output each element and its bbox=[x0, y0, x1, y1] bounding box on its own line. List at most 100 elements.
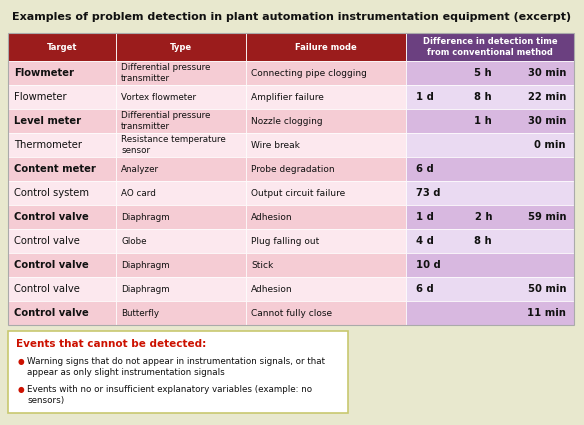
Bar bbox=[116, 301, 246, 325]
Bar bbox=[116, 205, 246, 229]
Text: Control system: Control system bbox=[14, 188, 89, 198]
Bar bbox=[8, 109, 116, 133]
Bar bbox=[406, 205, 574, 229]
Text: Globe: Globe bbox=[121, 236, 147, 246]
Text: 30 min: 30 min bbox=[527, 68, 566, 78]
Text: Differential pressure
transmitter: Differential pressure transmitter bbox=[121, 111, 210, 131]
Text: 73 d: 73 d bbox=[416, 188, 440, 198]
Text: 1 d: 1 d bbox=[416, 212, 434, 222]
Bar bbox=[8, 61, 116, 85]
Bar bbox=[8, 157, 116, 181]
Bar bbox=[8, 33, 574, 325]
Bar bbox=[246, 253, 406, 277]
Text: Flowmeter: Flowmeter bbox=[14, 92, 67, 102]
Bar bbox=[406, 61, 574, 85]
Bar bbox=[116, 181, 246, 205]
Bar bbox=[246, 229, 406, 253]
Text: ●: ● bbox=[18, 357, 25, 366]
Text: 2 h: 2 h bbox=[475, 212, 492, 222]
Bar bbox=[406, 181, 574, 205]
Text: Plug falling out: Plug falling out bbox=[251, 236, 319, 246]
Text: Type: Type bbox=[170, 42, 192, 51]
Text: 1 d: 1 d bbox=[416, 92, 434, 102]
Text: Stick: Stick bbox=[251, 261, 273, 269]
Bar bbox=[406, 85, 574, 109]
Text: Diaphragm: Diaphragm bbox=[121, 212, 169, 221]
Text: Nozzle clogging: Nozzle clogging bbox=[251, 116, 322, 125]
Bar bbox=[116, 133, 246, 157]
Bar bbox=[246, 61, 406, 85]
Text: Control valve: Control valve bbox=[14, 308, 89, 318]
Text: Failure mode: Failure mode bbox=[295, 42, 357, 51]
Text: 10 d: 10 d bbox=[416, 260, 441, 270]
Bar bbox=[8, 85, 116, 109]
Bar bbox=[406, 301, 574, 325]
Bar bbox=[246, 33, 406, 61]
Bar bbox=[116, 109, 246, 133]
Text: 0 min: 0 min bbox=[534, 140, 566, 150]
Text: 11 min: 11 min bbox=[527, 308, 566, 318]
Text: Resistance temperature
sensor: Resistance temperature sensor bbox=[121, 135, 226, 155]
Text: Cannot fully close: Cannot fully close bbox=[251, 309, 332, 317]
Bar bbox=[8, 253, 116, 277]
Bar bbox=[246, 181, 406, 205]
Text: Probe degradation: Probe degradation bbox=[251, 164, 335, 173]
Bar bbox=[406, 157, 574, 181]
Text: 8 h: 8 h bbox=[474, 92, 492, 102]
Text: Warning signs that do not appear in instrumentation signals, or that
appear as o: Warning signs that do not appear in inst… bbox=[27, 357, 325, 377]
Text: Analyzer: Analyzer bbox=[121, 164, 159, 173]
Text: Target: Target bbox=[47, 42, 77, 51]
Bar bbox=[8, 301, 116, 325]
Text: Control valve: Control valve bbox=[14, 284, 80, 294]
Bar bbox=[406, 229, 574, 253]
Bar bbox=[406, 253, 574, 277]
Text: 8 h: 8 h bbox=[474, 236, 492, 246]
Text: Control valve: Control valve bbox=[14, 260, 89, 270]
Bar bbox=[8, 133, 116, 157]
Bar bbox=[246, 205, 406, 229]
Text: Adhesion: Adhesion bbox=[251, 212, 293, 221]
Text: Connecting pipe clogging: Connecting pipe clogging bbox=[251, 68, 367, 77]
Text: 59 min: 59 min bbox=[527, 212, 566, 222]
Text: 6 d: 6 d bbox=[416, 164, 434, 174]
Bar bbox=[246, 109, 406, 133]
Text: Examples of problem detection in plant automation instrumentation equipment (exc: Examples of problem detection in plant a… bbox=[12, 12, 572, 22]
Bar bbox=[8, 205, 116, 229]
Bar bbox=[406, 277, 574, 301]
Text: Level meter: Level meter bbox=[14, 116, 81, 126]
Bar bbox=[246, 85, 406, 109]
Bar bbox=[246, 301, 406, 325]
Bar bbox=[246, 277, 406, 301]
Text: 22 min: 22 min bbox=[527, 92, 566, 102]
Bar bbox=[406, 33, 574, 61]
Bar bbox=[116, 277, 246, 301]
Bar bbox=[116, 33, 246, 61]
Text: Vortex flowmeter: Vortex flowmeter bbox=[121, 93, 196, 102]
Text: Wire break: Wire break bbox=[251, 141, 300, 150]
Text: AO card: AO card bbox=[121, 189, 156, 198]
Bar bbox=[116, 157, 246, 181]
Bar bbox=[8, 331, 348, 413]
Text: Events that cannot be detected:: Events that cannot be detected: bbox=[16, 339, 206, 349]
Text: Control valve: Control valve bbox=[14, 236, 80, 246]
Bar bbox=[116, 85, 246, 109]
Bar bbox=[8, 33, 116, 61]
Text: Amplifier failure: Amplifier failure bbox=[251, 93, 324, 102]
Text: Differential pressure
transmitter: Differential pressure transmitter bbox=[121, 63, 210, 83]
Text: Diaphragm: Diaphragm bbox=[121, 284, 169, 294]
Text: 1 h: 1 h bbox=[474, 116, 492, 126]
Text: Flowmeter: Flowmeter bbox=[14, 68, 74, 78]
Text: 50 min: 50 min bbox=[527, 284, 566, 294]
Bar bbox=[8, 229, 116, 253]
Bar bbox=[8, 277, 116, 301]
Text: ●: ● bbox=[18, 385, 25, 394]
Text: Diaphragm: Diaphragm bbox=[121, 261, 169, 269]
Bar bbox=[8, 181, 116, 205]
Text: 30 min: 30 min bbox=[527, 116, 566, 126]
Bar bbox=[116, 253, 246, 277]
Text: Adhesion: Adhesion bbox=[251, 284, 293, 294]
Text: Thermometer: Thermometer bbox=[14, 140, 82, 150]
Text: Butterfly: Butterfly bbox=[121, 309, 159, 317]
Text: 6 d: 6 d bbox=[416, 284, 434, 294]
Bar bbox=[406, 133, 574, 157]
